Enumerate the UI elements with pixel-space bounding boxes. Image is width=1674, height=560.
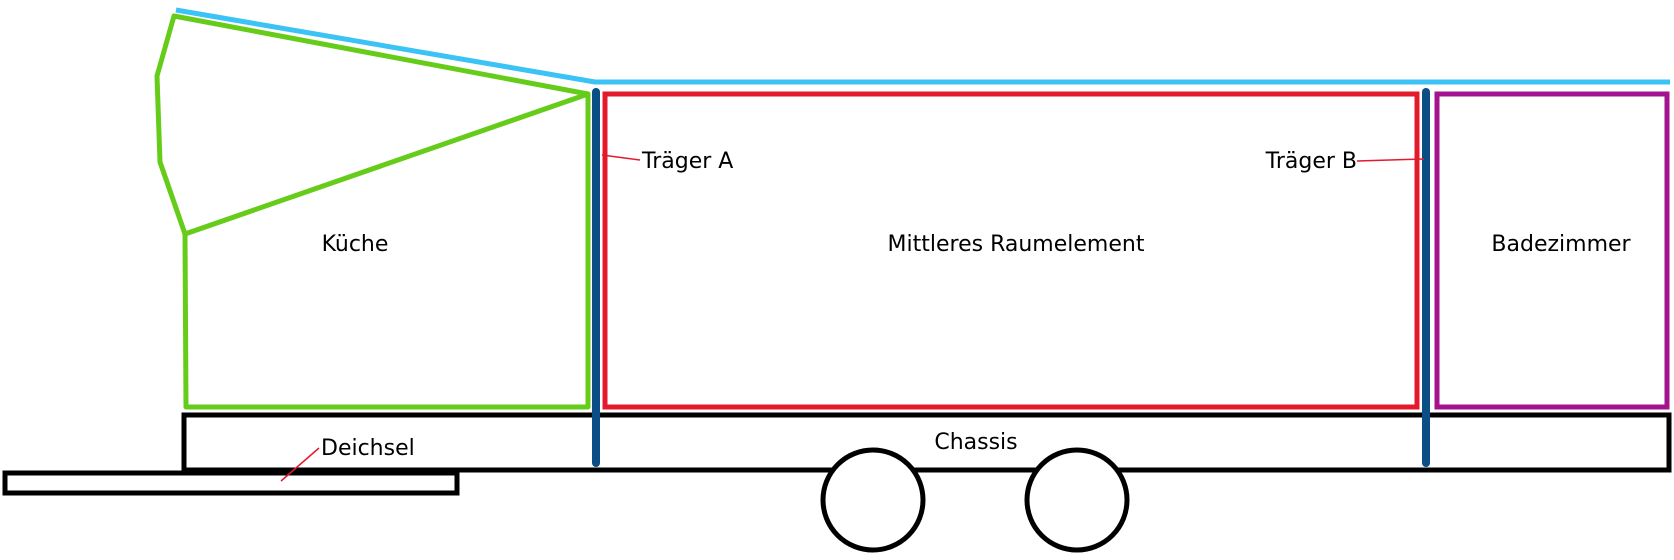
kitchen-label: Küche xyxy=(322,232,389,257)
kitchen-module xyxy=(154,13,591,410)
chassis-frame xyxy=(181,412,1672,473)
bathroom-module xyxy=(1434,91,1670,410)
bathroom-label: Badezimmer xyxy=(1491,232,1631,257)
beam-b-leader xyxy=(1356,158,1425,162)
chassis xyxy=(2,412,1672,553)
drawbar-bar xyxy=(2,470,460,496)
middle-room-module xyxy=(602,91,1420,410)
middle-room-label: Mittleres Raumelement xyxy=(888,232,1145,257)
kitchen-roof-diagonal xyxy=(184,91,589,237)
beam-a-leader xyxy=(601,154,641,161)
wheel-front xyxy=(820,447,926,553)
drawbar-label: Deichsel xyxy=(321,436,415,461)
kitchen-outline xyxy=(154,13,591,410)
wheel-rear xyxy=(1024,447,1130,553)
beam-a-label: Träger A xyxy=(641,149,733,174)
beam-b-label: Träger B xyxy=(1265,149,1357,174)
roof-line xyxy=(175,7,1670,85)
drawbar-leader xyxy=(280,447,320,482)
chassis-label: Chassis xyxy=(934,430,1017,455)
